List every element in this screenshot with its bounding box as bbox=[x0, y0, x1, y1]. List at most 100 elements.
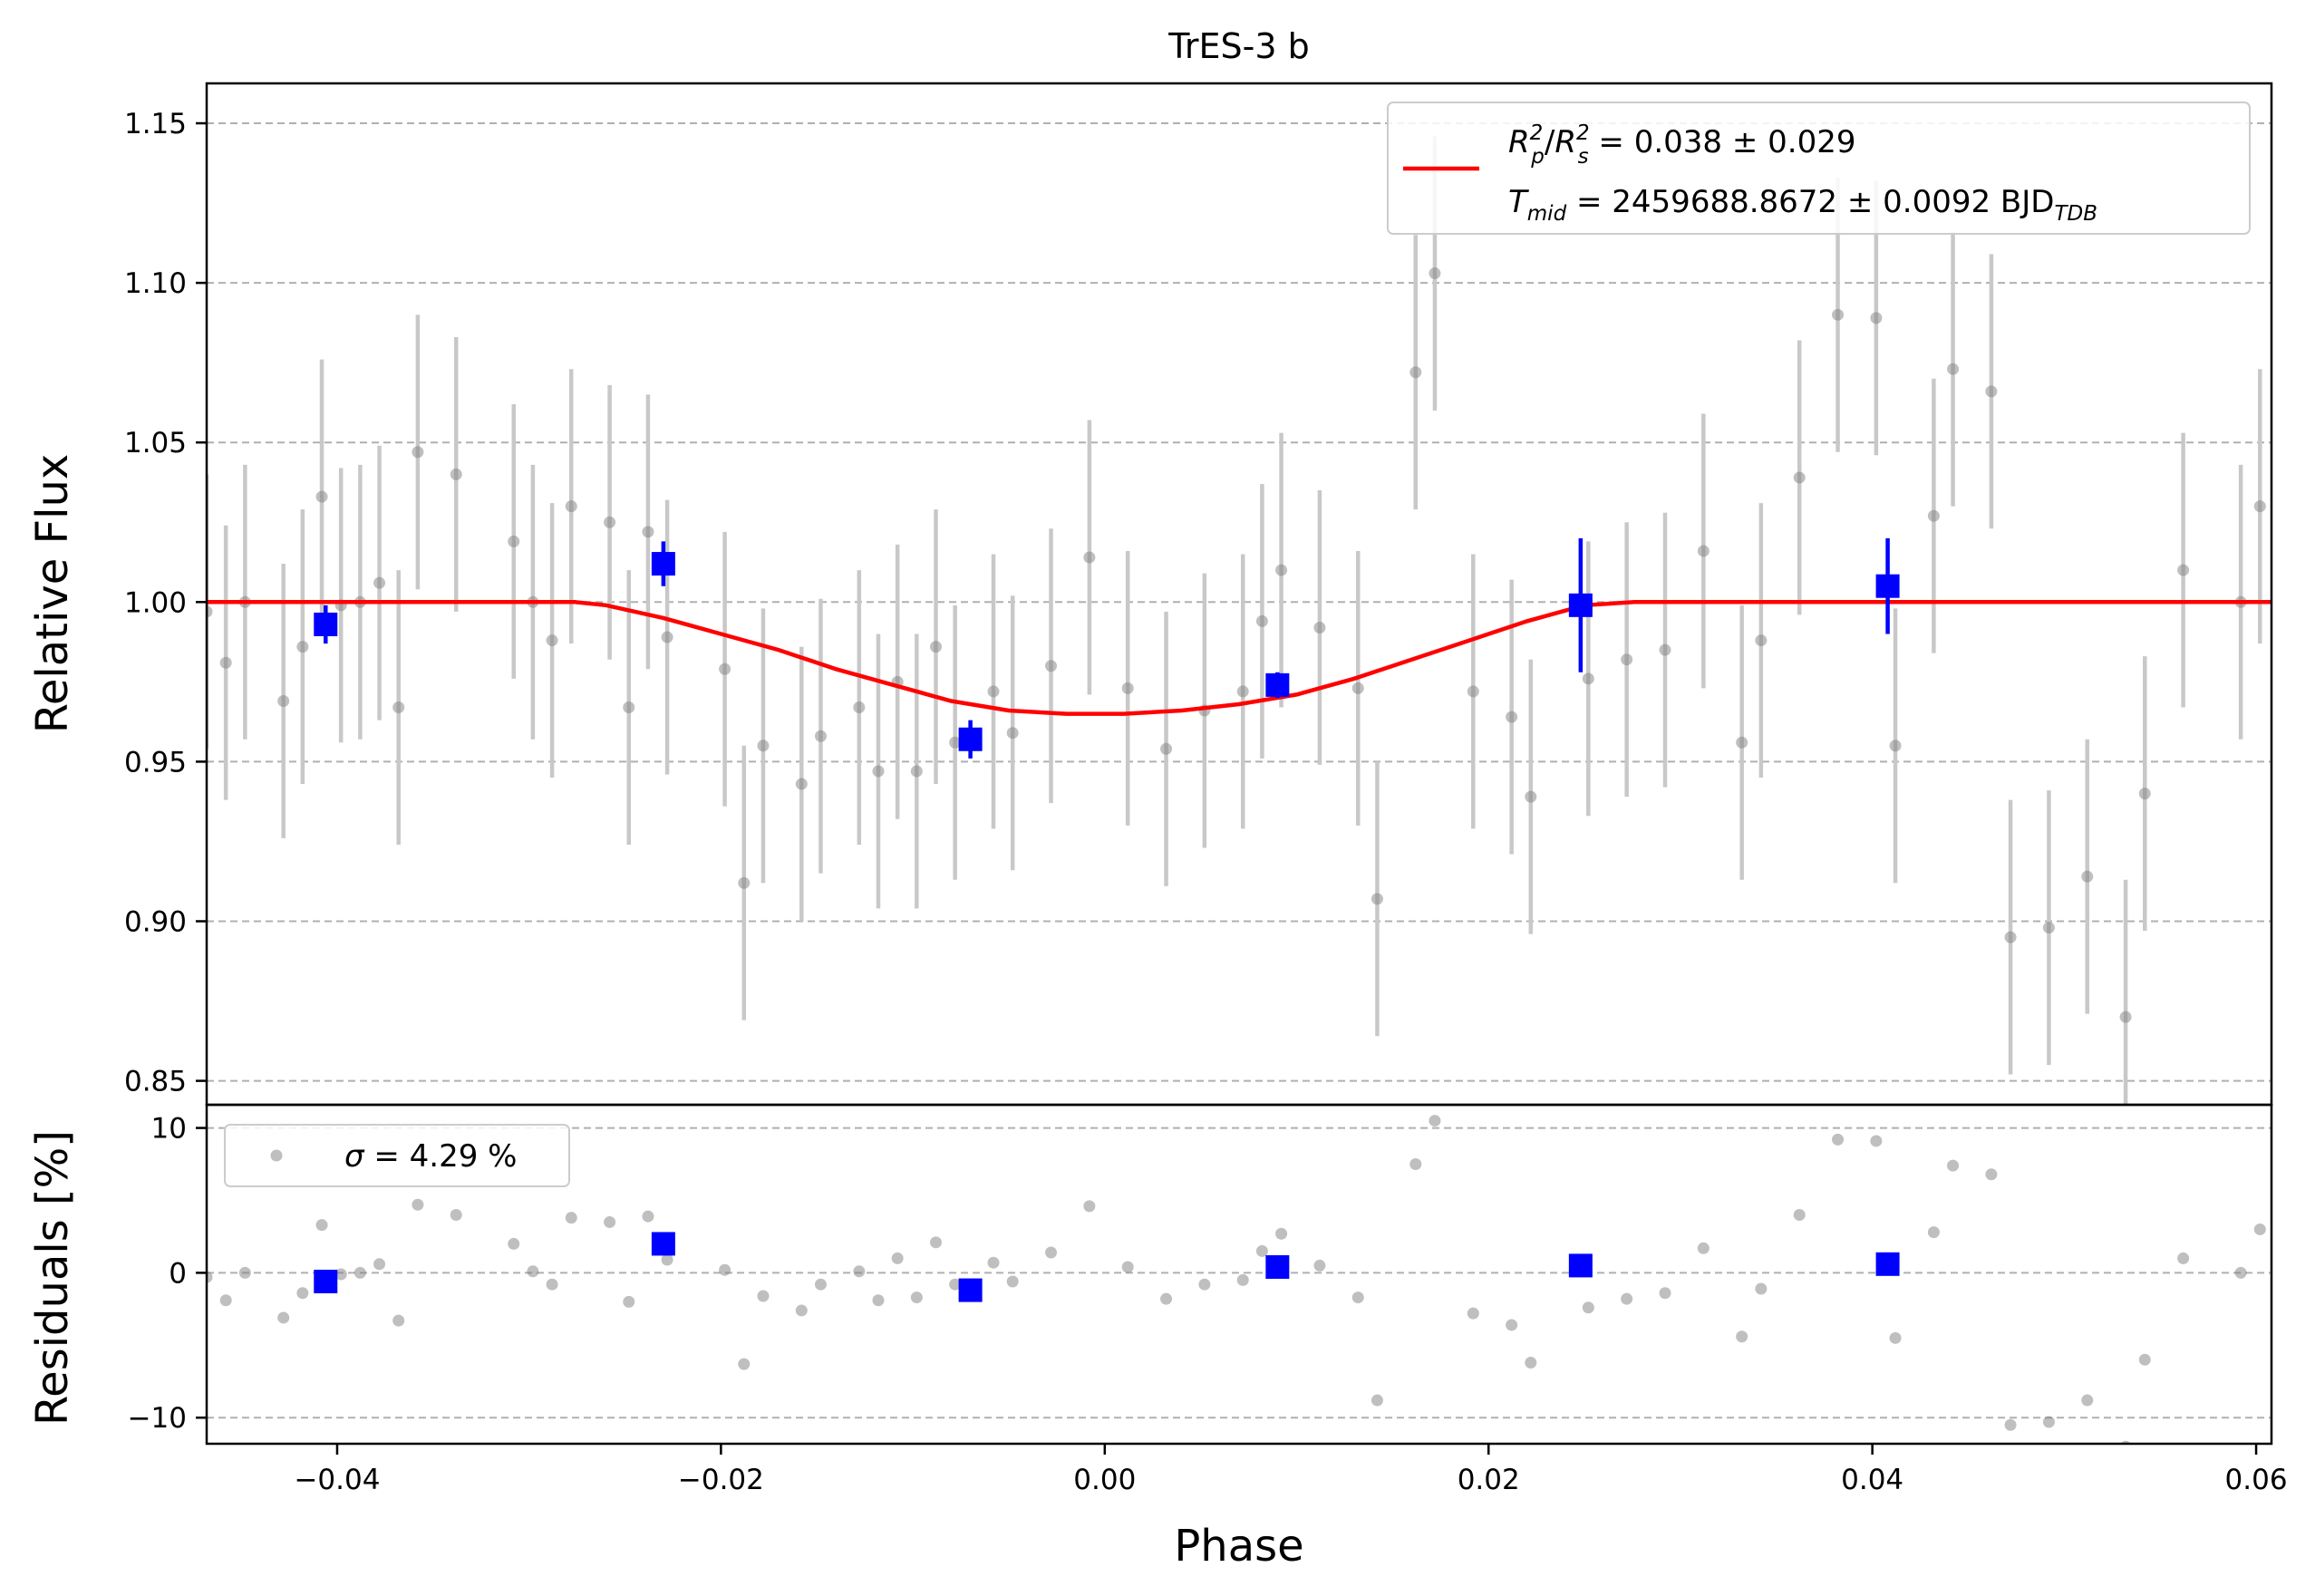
flux-raw-point bbox=[1083, 551, 1096, 564]
residual-legend-box bbox=[224, 1124, 570, 1187]
residual-raw-point bbox=[1659, 1287, 1671, 1300]
residual-y-tick-label: 0 bbox=[169, 1257, 187, 1290]
flux-raw-point bbox=[1409, 366, 1422, 379]
flux-raw-point bbox=[2119, 1011, 2132, 1023]
residual-raw-point bbox=[910, 1291, 923, 1304]
flux-binned-point bbox=[1265, 672, 1290, 697]
flux-raw-point bbox=[219, 656, 232, 669]
flux-raw-point bbox=[1985, 385, 1998, 398]
residual-raw-point bbox=[450, 1208, 462, 1221]
residual-raw-point bbox=[719, 1263, 731, 1276]
residual-binned-point bbox=[1568, 1253, 1593, 1278]
residual-raw-point bbox=[1736, 1330, 1748, 1343]
flux-raw-point bbox=[277, 694, 290, 707]
residual-raw-point bbox=[1198, 1278, 1211, 1291]
residual-raw-point bbox=[1832, 1133, 1845, 1146]
residual-raw-point bbox=[1985, 1168, 1998, 1181]
residual-raw-point bbox=[238, 1266, 251, 1279]
flux-raw-point bbox=[949, 736, 962, 749]
residual-raw-point bbox=[1467, 1307, 1479, 1320]
flux-binned-point bbox=[651, 552, 675, 576]
residual-raw-point bbox=[546, 1278, 558, 1291]
residual-raw-point bbox=[2138, 1353, 2151, 1366]
residual-raw-point bbox=[334, 1268, 347, 1281]
x-tick-label: 0.00 bbox=[1073, 1464, 1136, 1496]
flux-raw-point bbox=[1889, 740, 1902, 752]
flux-raw-point bbox=[661, 631, 673, 643]
flux-raw-point bbox=[642, 526, 654, 538]
residual-raw-point bbox=[2234, 1266, 2247, 1279]
flux-raw-point bbox=[1927, 509, 1940, 522]
flux-raw-point bbox=[565, 500, 577, 513]
x-tick-label: 0.04 bbox=[1841, 1464, 1903, 1496]
flux-binned-point bbox=[1875, 574, 1900, 598]
residual-raw-point bbox=[2120, 1440, 2131, 1444]
legend-depth-entry: R2 p/R2 s = 0.038 ± 0.029 bbox=[1508, 121, 1855, 169]
flux-raw-point bbox=[623, 701, 635, 714]
residual-raw-point bbox=[296, 1287, 309, 1300]
flux-raw-point bbox=[296, 641, 309, 653]
residual-raw-point bbox=[2004, 1418, 2017, 1431]
flux-raw-point bbox=[757, 740, 770, 752]
residual-raw-point bbox=[853, 1265, 866, 1278]
flux-raw-point bbox=[2081, 870, 2094, 883]
residual-raw-point bbox=[604, 1215, 616, 1228]
flux-raw-point bbox=[1755, 634, 1768, 647]
residual-raw-point bbox=[1582, 1301, 1594, 1314]
flux-raw-point bbox=[1006, 727, 1019, 740]
x-axis-label: Phase bbox=[1174, 1521, 1303, 1572]
residual-raw-point bbox=[1429, 1115, 1441, 1127]
residual-binned-points bbox=[314, 1232, 1900, 1302]
flux-raw-point bbox=[1793, 471, 1806, 484]
flux-raw-point bbox=[1429, 267, 1441, 280]
residual-raw-point bbox=[1889, 1331, 1902, 1344]
chart-title: TrES-3 b bbox=[1167, 26, 1309, 66]
flux-raw-point bbox=[1697, 545, 1710, 557]
flux-raw-point bbox=[1236, 685, 1249, 698]
residual-raw-point bbox=[1506, 1319, 1518, 1331]
flux-y-tick-label: 0.90 bbox=[124, 905, 187, 938]
flux-legend: R2 p/R2 s = 0.038 ± 0.029 Tmid = 2459688.8… bbox=[1387, 102, 2251, 235]
flux-raw-point bbox=[2138, 788, 2151, 800]
residual-raw-point bbox=[354, 1266, 366, 1279]
flux-raw-point bbox=[604, 516, 616, 528]
residual-binned-point bbox=[314, 1269, 338, 1293]
flux-raw-point bbox=[2004, 931, 2017, 943]
residual-raw-point bbox=[2177, 1252, 2190, 1264]
residual-raw-point bbox=[987, 1256, 1000, 1269]
residual-raw-point bbox=[277, 1311, 290, 1324]
residual-raw-point bbox=[1870, 1135, 1883, 1147]
residual-raw-point bbox=[1275, 1227, 1288, 1240]
residual-raw-point bbox=[315, 1219, 328, 1232]
flux-raw-point bbox=[412, 446, 424, 459]
flux-panel: 0.85 0.90 0.95 1.00 1.05 1.10 1.15 Relative Fl… bbox=[27, 82, 2273, 1107]
residual-panel: −10 0 10 Residuals [%] σ = 4.29 % bbox=[27, 1103, 2273, 1446]
residual-raw-point bbox=[527, 1265, 539, 1278]
residual-raw-point bbox=[2253, 1223, 2266, 1235]
flux-raw-point bbox=[987, 685, 1000, 698]
residual-raw-point bbox=[219, 1294, 232, 1307]
flux-binned-point bbox=[958, 727, 983, 751]
flux-y-tick-label: 0.95 bbox=[124, 746, 187, 779]
residual-raw-point bbox=[1236, 1273, 1249, 1286]
flux-raw-point bbox=[872, 765, 885, 778]
flux-raw-point bbox=[1467, 685, 1479, 698]
flux-raw-errorbars bbox=[207, 136, 2262, 1105]
x-tick-label: 0.02 bbox=[1458, 1464, 1520, 1496]
flux-raw-point bbox=[1582, 672, 1594, 685]
flux-legend-box bbox=[1387, 102, 2251, 235]
residual-binned-point bbox=[1875, 1252, 1900, 1276]
flux-raw-point bbox=[929, 641, 942, 653]
residual-raw-point bbox=[1313, 1259, 1326, 1272]
flux-panel-frame bbox=[205, 82, 2273, 1107]
flux-raw-point bbox=[2177, 564, 2190, 576]
flux-y-tick-label: 1.05 bbox=[124, 427, 187, 459]
flux-binned-point bbox=[314, 612, 338, 636]
flux-raw-point bbox=[1621, 653, 1633, 666]
residual-raw-point bbox=[1255, 1244, 1268, 1257]
flux-raw-point bbox=[1255, 614, 1268, 627]
residual-raw-point bbox=[1755, 1282, 1768, 1295]
x-tick-label: 0.06 bbox=[2225, 1464, 2288, 1496]
residual-raw-point bbox=[795, 1304, 808, 1317]
legend-raw-swatch bbox=[270, 1149, 283, 1162]
